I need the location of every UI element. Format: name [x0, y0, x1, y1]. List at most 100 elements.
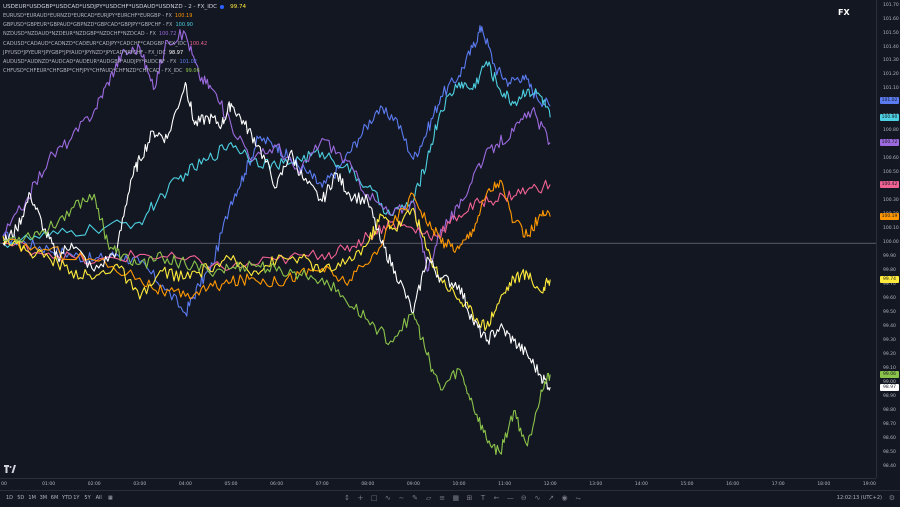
price-tick-label: 99.90 [883, 254, 896, 260]
series-line-gbp[interactable] [2, 60, 551, 248]
price-tick-label: 98.40 [883, 463, 896, 469]
tradingview-logo-icon[interactable] [4, 465, 16, 473]
price-badge: 100.72 [880, 139, 899, 147]
price-tick-label: 101.70 [883, 2, 899, 8]
timeframe-5y[interactable]: 5Y [84, 495, 91, 501]
time-tick-label: 13:00 [589, 482, 603, 487]
legend-row-label: JPYUSD*JPYEUR*JPYGBP*JPYAUD*JPYNZD*JPYCA… [3, 49, 166, 56]
legend: USDEUR*USDGBP*USDCAD*USDJPY*USDCHF*USDAU… [3, 2, 246, 76]
legend-row-2[interactable]: NZDUSD*NZDAUD*NZDEUR*NZDGBP*NZDCHF*NZDCA… [3, 30, 246, 39]
time-tick-label: 12:00 [543, 482, 557, 487]
pencil-icon[interactable]: ✎ [412, 494, 418, 502]
time-tick-label: 10:00 [452, 482, 466, 487]
series-layer [2, 24, 551, 456]
arrow-left-icon[interactable]: ← [493, 494, 500, 502]
ruler-icon[interactable]: ⥊ [575, 494, 581, 502]
price-tick-label: 99.30 [883, 338, 896, 344]
legend-row-1[interactable]: GBPUSD*GBPEUR*GBPAUD*GBPNZD*GBPCAD*GBPJP… [3, 21, 246, 30]
trend-icon[interactable]: ↗ [548, 494, 554, 502]
price-tick-label: 100.50 [883, 170, 899, 176]
price-badge: 99.06 [880, 371, 899, 379]
price-tick-label: 99.40 [883, 324, 896, 330]
time-tick-label: 04:00 [178, 482, 192, 487]
timeframe-6m[interactable]: 6M [50, 495, 59, 501]
clock: 12:02:13 (UTC+2) [836, 495, 882, 501]
pattern-icon[interactable]: ▦ [452, 494, 460, 502]
settings-gear-icon[interactable]: ⚙ [888, 494, 895, 502]
watermark-fx: FX [838, 8, 850, 17]
legend-row-label: AUDUSD*AUDNZD*AUDCAD*AUDEUR*AUDGBP*AUDJP… [3, 59, 177, 66]
price-tick-label: 101.40 [883, 44, 899, 50]
line-icon[interactable]: — [506, 494, 514, 502]
live-dot-icon [220, 4, 225, 9]
time-tick-label: 11:00 [498, 482, 512, 487]
timeframe-1d[interactable]: 1D [6, 495, 14, 501]
price-tick-label: 99.00 [883, 379, 896, 385]
time-tick-label: 15:00 [680, 482, 694, 487]
pen-icon[interactable]: ∼ [398, 494, 405, 502]
chart-area[interactable]: USDEUR*USDGBP*USDCAD*USDJPY*USDCHF*USDAU… [0, 0, 876, 478]
time-tick-label: 08:00 [361, 482, 375, 487]
price-tick-label: 101.50 [883, 30, 899, 36]
price-tick-label: 99.50 [883, 310, 896, 316]
bottom-toolbar: 1D 5D 1M 3M 6M YTD 1Y 5Y All ▦ ↕ + □ ∿ ∼ ✎ ▱ ≡ ▦ ⊞ T ← — ⊖ ∿ ↗ ◉… [0, 490, 900, 507]
legend-row-value: 100.72 [158, 31, 177, 38]
price-badge: 100.42 [880, 180, 899, 188]
legend-row-0[interactable]: EURUSD*EURAUD*EURNZD*EURCAD*EURJPY*EURCH… [3, 12, 246, 21]
legend-row-value: 98.97 [168, 49, 184, 56]
timeframe-ytd[interactable]: YTD [62, 495, 72, 501]
legend-row-3[interactable]: CADUSD*CADAUD*CADNZD*CADEUR*CADJPY*CADCH… [3, 40, 246, 49]
legend-row-value: 100.19 [174, 13, 193, 19]
timeframe-all[interactable]: All [95, 495, 102, 501]
legend-rows: EURUSD*EURAUD*EURNZD*EURCAD*EURJPY*EURCH… [3, 12, 246, 76]
series-line-nzd[interactable] [2, 29, 551, 272]
time-scale[interactable]: 00 01:00 02:00 03:00 04:00 05:00 06:00 07:00 08:… [0, 478, 876, 491]
timeframe-1y[interactable]: 1Y [73, 495, 80, 501]
price-tick-label: 101.60 [883, 16, 899, 22]
price-tick-label: 99.20 [883, 352, 896, 357]
marker-icon[interactable]: ◉ [561, 494, 568, 502]
wave-icon[interactable]: ∿ [534, 494, 541, 502]
price-tick-label: 100.30 [883, 198, 899, 204]
series-line-chf[interactable] [2, 193, 551, 456]
price-tick-label: 98.70 [883, 421, 896, 427]
text-icon[interactable]: T [480, 494, 486, 502]
circle-icon[interactable]: ⊖ [520, 494, 527, 502]
channel-icon[interactable]: ▱ [425, 494, 432, 502]
price-tick-label: 100.60 [883, 156, 899, 162]
timeframe-3m[interactable]: 3M [39, 495, 48, 501]
series-line-eur[interactable] [2, 179, 551, 300]
date-range-icon[interactable]: ▦ [108, 495, 113, 501]
series-line-usd[interactable] [2, 207, 551, 331]
legend-row-4[interactable]: JPYUSD*JPYEUR*JPYGBP*JPYAUD*JPYNZD*JPYCA… [3, 49, 246, 58]
time-tick-label: 02:00 [87, 482, 101, 487]
price-tick-label: 101.20 [883, 72, 899, 78]
legend-row-main[interactable]: USDEUR*USDGBP*USDCAD*USDJPY*USDCHF*USDAU… [3, 2, 246, 12]
gann-icon[interactable]: ⊞ [466, 494, 473, 502]
brush-icon[interactable]: ∿ [384, 494, 391, 502]
legend-row-label: NZDUSD*NZDAUD*NZDEUR*NZDGBP*NZDCHF*NZDCA… [3, 31, 156, 38]
series-line-jpy[interactable] [2, 81, 551, 391]
fib-icon[interactable]: ≡ [439, 494, 446, 502]
legend-row-label: CADUSD*CADAUD*CADNZD*CADEUR*CADJPY*CADCH… [3, 40, 187, 47]
crosshair-icon[interactable]: + [357, 494, 364, 502]
legend-row-label: CHFUSD*CHFEUR*CHFGBP*CHFJPY*CHFAUD*CHFNZ… [3, 68, 183, 75]
price-scale[interactable]: 101.70 101.60 101.50 101.40 101.30 101.20 101.… [876, 0, 900, 478]
price-badge: 101.02 [880, 97, 899, 105]
series-line-aud[interactable] [2, 24, 551, 317]
legend-main-value: 99.74 [230, 4, 247, 10]
time-tick-label: 17:00 [771, 482, 785, 487]
legend-row-label: EURUSD*EURAUD*EURNZD*EURCAD*EURJPY*EURCH… [3, 13, 172, 19]
legend-row-6[interactable]: CHFUSD*CHFEUR*CHFGBP*CHFJPY*CHFAUD*CHFNZ… [3, 67, 246, 76]
price-badge: 99.74 [880, 276, 899, 284]
plot-svg[interactable] [0, 0, 876, 478]
price-tick-label: 99.60 [883, 296, 896, 302]
timeframe-5d[interactable]: 5D [17, 495, 25, 501]
price-badge: 100.90 [880, 113, 899, 121]
cursor-icon[interactable]: ↕ [344, 494, 350, 502]
price-tick-label: 99.10 [883, 365, 896, 371]
rect-icon[interactable]: □ [370, 494, 378, 502]
series-line-cad[interactable] [2, 179, 551, 271]
legend-row-5[interactable]: AUDUSD*AUDNZD*AUDCAD*AUDEUR*AUDGBP*AUDJP… [3, 58, 246, 67]
timeframe-1m[interactable]: 1M [28, 495, 36, 501]
